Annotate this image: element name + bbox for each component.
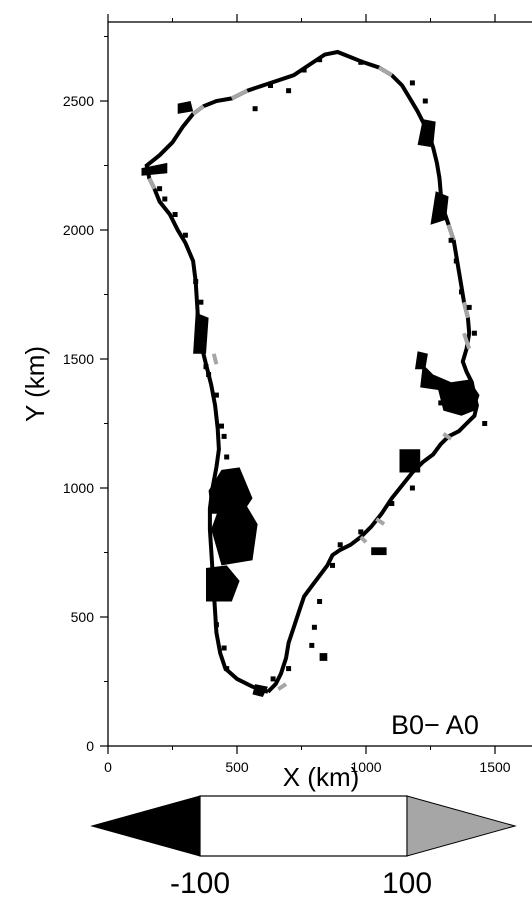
anomaly-speckles (157, 57, 488, 682)
speckle-29 (389, 501, 395, 506)
speckle-26 (438, 400, 444, 406)
gray-segment-6 (462, 301, 470, 319)
gray-segment-7 (462, 332, 472, 350)
speckle-14 (268, 83, 273, 88)
speckle-31 (337, 542, 343, 548)
speckle-13 (252, 106, 258, 112)
y-tick-label-1: 500 (71, 609, 95, 625)
black-patch-7 (415, 351, 428, 370)
speckle-8 (206, 372, 212, 377)
speckle-24 (466, 304, 472, 310)
speckle-33 (317, 599, 323, 604)
black-patch-12 (371, 547, 387, 556)
gray-segment-9 (375, 517, 386, 526)
y-axis-ticks: 0 500 1000 1500 2000 2500 (63, 36, 108, 754)
speckle-7 (203, 364, 209, 370)
speckle-21 (448, 237, 454, 243)
black-patch-6 (420, 364, 480, 416)
panel-label: B0− A0 (391, 710, 479, 740)
coastline-outline (144, 49, 479, 694)
speckle-32 (330, 562, 335, 568)
colorbar: -100 100 (90, 795, 517, 899)
x-tick-label-3: 1500 (479, 759, 510, 775)
x-axis-ticks: 0 500 1000 1500 (104, 14, 511, 775)
speckle-28 (409, 485, 415, 491)
black-anomaly-patches (141, 101, 480, 697)
y-axis-title: Y (km) (20, 346, 50, 422)
speckle-6 (198, 299, 204, 305)
x-tick-label-0: 0 (104, 759, 112, 775)
gray-segment-4 (377, 65, 393, 77)
speckle-37 (224, 666, 230, 672)
speckle-38 (221, 645, 227, 651)
speckle-12 (224, 454, 230, 460)
black-patch-1 (211, 498, 258, 566)
y-tick-label-2: 1000 (63, 480, 94, 496)
coastline-line (144, 49, 479, 694)
y-tick-label-5: 2500 (63, 93, 94, 109)
speckle-25 (471, 330, 477, 336)
speckle-34 (311, 624, 317, 630)
colorbar-neutral-box (199, 795, 408, 857)
x-tick-label-1: 500 (225, 759, 249, 775)
speckle-2 (162, 196, 168, 202)
speckle-19 (409, 80, 415, 86)
black-patch-5 (399, 449, 421, 473)
gray-segment-8 (442, 432, 453, 441)
black-patch-11 (177, 101, 194, 114)
speckle-35 (309, 642, 315, 648)
speckle-30 (358, 529, 364, 535)
speckle-1 (157, 186, 163, 192)
y-tick-label-3: 1500 (63, 351, 94, 367)
gray-anomaly-segments (147, 65, 472, 691)
speckle-15 (286, 88, 292, 94)
gray-segment-11 (211, 353, 219, 365)
speckle-4 (182, 232, 188, 238)
black-patch-3 (208, 467, 253, 514)
speckle-17 (317, 57, 323, 63)
y-tick-label-0: 0 (86, 738, 94, 754)
speckle-39 (213, 622, 219, 628)
y-tick-label-4: 2000 (63, 222, 94, 238)
speckle-10 (219, 423, 224, 429)
speckle-40 (270, 676, 276, 682)
colorbar-above-triangle (406, 795, 517, 857)
colorbar-tick-high: 100 (382, 867, 432, 899)
black-patch-14 (319, 653, 328, 661)
speckle-11 (221, 433, 227, 439)
gray-segment-3 (147, 177, 157, 190)
colorbar-tick-low: -100 (170, 867, 230, 899)
speckle-3 (172, 212, 178, 217)
gray-segment-1 (230, 88, 249, 101)
x-axis-title: X (km) (283, 762, 360, 792)
speckle-18 (358, 59, 364, 65)
x-tick-label-2: 1000 (350, 759, 381, 775)
speckle-16 (301, 67, 307, 73)
speckle-9 (213, 392, 219, 398)
speckle-23 (459, 289, 464, 295)
speckle-5 (193, 279, 199, 285)
colorbar-below-triangle (90, 795, 201, 857)
speckle-36 (286, 666, 292, 672)
gray-segment-5 (446, 224, 456, 241)
speckle-27 (482, 421, 488, 426)
gray-segment-2 (191, 104, 205, 116)
gray-segment-10 (359, 535, 368, 544)
speckle-22 (453, 258, 459, 264)
speckle-20 (422, 98, 428, 104)
gray-segment-12 (277, 682, 288, 691)
